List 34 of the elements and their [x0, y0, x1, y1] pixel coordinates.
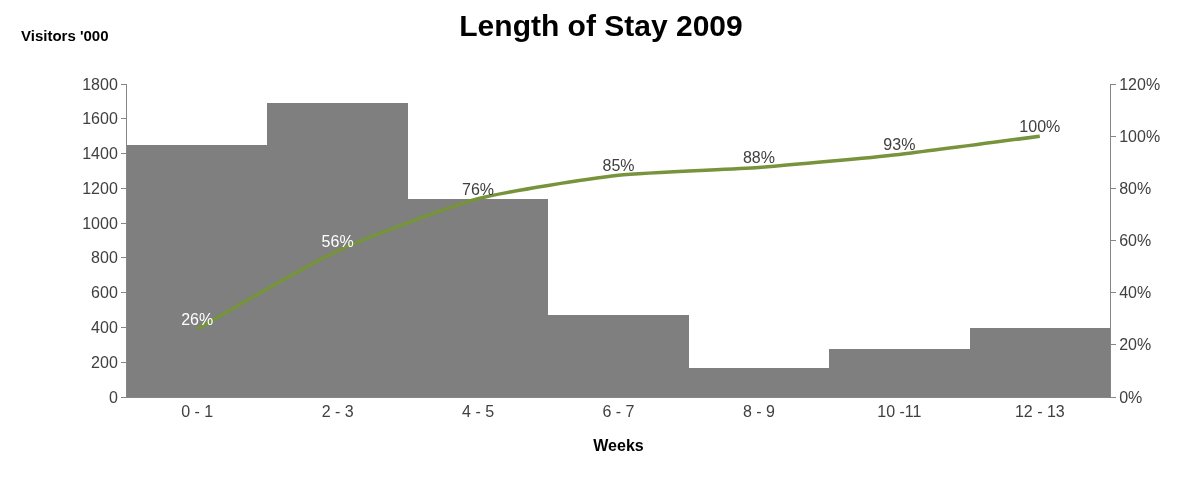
y2-tick-label: 40%	[1119, 284, 1152, 302]
x-tick-label: 2 - 3	[321, 403, 354, 421]
y-tick-label: 1800	[82, 75, 118, 93]
y2-tick-label: 20%	[1119, 336, 1152, 354]
y2-tick-label: 60%	[1119, 232, 1152, 250]
y2-tick-label: 120%	[1119, 75, 1161, 93]
chart-title: Length of Stay 2009	[459, 8, 743, 42]
y-tick-label: 1000	[82, 214, 118, 232]
x-tick-label: 8 - 9	[742, 403, 776, 421]
y-tick-label: 600	[91, 284, 118, 302]
y-tick-label: 1200	[82, 179, 118, 197]
data-label: 76%	[462, 180, 495, 198]
y2-tick-label: 100%	[1119, 127, 1161, 145]
x-tick-label: 10 -11	[877, 403, 922, 421]
y-tick-label: 1600	[82, 110, 118, 128]
x-tick-label: 12 - 13	[1014, 403, 1065, 421]
y-tick-label: 400	[91, 319, 118, 337]
y-tick-label: 800	[91, 249, 118, 267]
y2-tick-label: 80%	[1119, 179, 1152, 197]
data-label: 85%	[602, 157, 635, 175]
data-label: 93%	[883, 136, 916, 154]
data-label: 88%	[742, 149, 775, 167]
y-tick-label: 200	[91, 353, 118, 371]
x-axis-title: Weeks	[593, 436, 644, 454]
data-label: 26%	[181, 311, 214, 329]
data-label: 56%	[321, 232, 354, 250]
y-tick-label: 0	[108, 388, 118, 406]
y-tick-label: 1400	[82, 145, 118, 163]
y-axis-title: Visitors '000	[21, 27, 109, 44]
x-tick-label: 4 - 5	[462, 403, 495, 421]
x-tick-label: 6 - 7	[602, 403, 635, 421]
x-tick-label: 0 - 1	[181, 403, 214, 421]
y2-tick-label: 0%	[1119, 388, 1143, 406]
data-label: 100%	[1019, 118, 1061, 136]
